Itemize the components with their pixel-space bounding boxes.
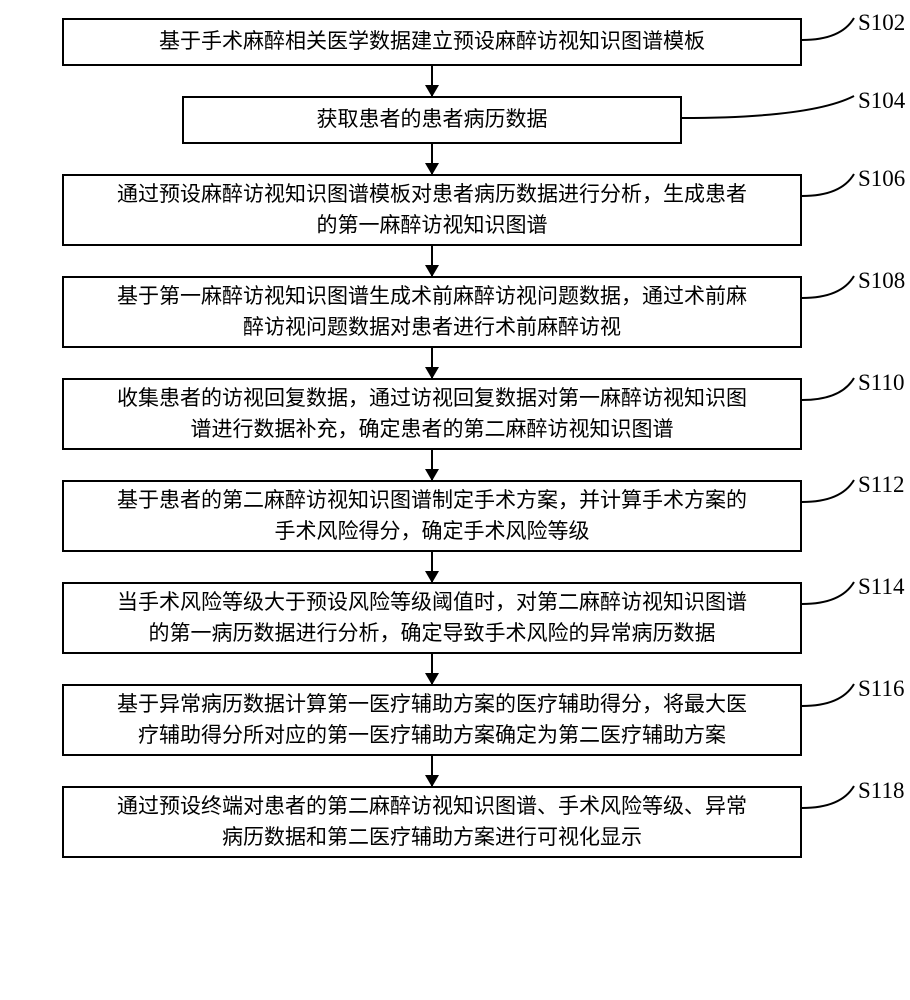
- flow-arrow: [62, 552, 802, 582]
- flow-box: 当手术风险等级大于预设风险等级阈值时，对第二麻醉访视知识图谱的第一病历数据进行分…: [62, 582, 802, 654]
- flow-box-line: 手术风险得分，确定手术风险等级: [275, 516, 590, 548]
- flow-box-line: 疗辅助得分所对应的第一医疗辅助方案确定为第二医疗辅助方案: [138, 720, 726, 752]
- flow-box-line: 基于异常病历数据计算第一医疗辅助方案的医疗辅助得分，将最大医: [117, 689, 747, 721]
- flow-box: 基于患者的第二麻醉访视知识图谱制定手术方案，并计算手术方案的手术风险得分，确定手…: [62, 480, 802, 552]
- flow-box-line: 谱进行数据补充，确定患者的第二麻醉访视知识图谱: [191, 414, 674, 446]
- flow-box-line: 的第一病历数据进行分析，确定导致手术风险的异常病历数据: [149, 618, 716, 650]
- flow-arrow: [62, 66, 802, 96]
- connector-curve: [802, 786, 858, 812]
- flow-box: 通过预设终端对患者的第二麻醉访视知识图谱、手术风险等级、异常病历数据和第二医疗辅…: [62, 786, 802, 858]
- step-label: S116: [858, 676, 904, 702]
- step-label: S106: [858, 166, 905, 192]
- connector-curve: [802, 684, 858, 710]
- flow-box-line: 当手术风险等级大于预设风险等级阈值时，对第二麻醉访视知识图谱: [117, 587, 747, 619]
- step-label: S108: [858, 268, 905, 294]
- flow-step-S114: 当手术风险等级大于预设风险等级阈值时，对第二麻醉访视知识图谱的第一病历数据进行分…: [40, 582, 870, 654]
- step-label: S114: [858, 574, 904, 600]
- flow-box-line: 收集患者的访视回复数据，通过访视回复数据对第一麻醉访视知识图: [117, 383, 747, 415]
- flow-box-line: 病历数据和第二医疗辅助方案进行可视化显示: [222, 822, 642, 854]
- flow-box-line: 通过预设终端对患者的第二麻醉访视知识图谱、手术风险等级、异常: [117, 791, 747, 823]
- connector-curve: [802, 582, 858, 608]
- flow-box-line: 醉访视问题数据对患者进行术前麻醉访视: [243, 312, 621, 344]
- step-label: S112: [858, 472, 904, 498]
- step-label: S102: [858, 10, 905, 36]
- step-label: S110: [858, 370, 904, 396]
- flow-step-S112: 基于患者的第二麻醉访视知识图谱制定手术方案，并计算手术方案的手术风险得分，确定手…: [40, 480, 870, 552]
- flow-arrow: [62, 348, 802, 378]
- flow-arrow: [62, 654, 802, 684]
- flow-arrow: [62, 756, 802, 786]
- flow-box-line: 获取患者的患者病历数据: [317, 104, 548, 136]
- connector-curve: [802, 480, 858, 506]
- flow-box: 基于手术麻醉相关医学数据建立预设麻醉访视知识图谱模板: [62, 18, 802, 66]
- flow-arrow: [182, 144, 682, 174]
- flow-step-S106: 通过预设麻醉访视知识图谱模板对患者病历数据进行分析，生成患者的第一麻醉访视知识图…: [40, 174, 870, 246]
- flow-box-line: 基于第一麻醉访视知识图谱生成术前麻醉访视问题数据，通过术前麻: [117, 281, 747, 313]
- flow-step-S104: 获取患者的患者病历数据S104: [40, 96, 870, 144]
- flow-box-line: 通过预设麻醉访视知识图谱模板对患者病历数据进行分析，生成患者: [117, 179, 747, 211]
- flow-step-S102: 基于手术麻醉相关医学数据建立预设麻醉访视知识图谱模板S102: [40, 18, 870, 66]
- flow-box: 收集患者的访视回复数据，通过访视回复数据对第一麻醉访视知识图谱进行数据补充，确定…: [62, 378, 802, 450]
- connector-curve: [802, 378, 858, 404]
- flowchart-container: 基于手术麻醉相关医学数据建立预设麻醉访视知识图谱模板S102 获取患者的患者病历数…: [40, 18, 870, 858]
- flow-box: 基于异常病历数据计算第一医疗辅助方案的医疗辅助得分，将最大医疗辅助得分所对应的第…: [62, 684, 802, 756]
- connector-curve: [802, 174, 858, 200]
- flow-box: 获取患者的患者病历数据: [182, 96, 682, 144]
- flow-box: 通过预设麻醉访视知识图谱模板对患者病历数据进行分析，生成患者的第一麻醉访视知识图…: [62, 174, 802, 246]
- connector-curve: [802, 276, 858, 302]
- flow-arrow: [62, 246, 802, 276]
- flow-arrow: [62, 450, 802, 480]
- step-label: S118: [858, 778, 904, 804]
- flow-step-S108: 基于第一麻醉访视知识图谱生成术前麻醉访视问题数据，通过术前麻醉访视问题数据对患者…: [40, 276, 870, 348]
- connector-curve: [682, 96, 858, 122]
- flow-box-line: 基于患者的第二麻醉访视知识图谱制定手术方案，并计算手术方案的: [117, 485, 747, 517]
- flow-box-line: 的第一麻醉访视知识图谱: [317, 210, 548, 242]
- flow-box: 基于第一麻醉访视知识图谱生成术前麻醉访视问题数据，通过术前麻醉访视问题数据对患者…: [62, 276, 802, 348]
- flow-step-S118: 通过预设终端对患者的第二麻醉访视知识图谱、手术风险等级、异常病历数据和第二医疗辅…: [40, 786, 870, 858]
- connector-curve: [802, 18, 858, 44]
- flow-step-S116: 基于异常病历数据计算第一医疗辅助方案的医疗辅助得分，将最大医疗辅助得分所对应的第…: [40, 684, 870, 756]
- flow-box-line: 基于手术麻醉相关医学数据建立预设麻醉访视知识图谱模板: [159, 26, 705, 58]
- flow-step-S110: 收集患者的访视回复数据，通过访视回复数据对第一麻醉访视知识图谱进行数据补充，确定…: [40, 378, 870, 450]
- step-label: S104: [858, 88, 905, 114]
